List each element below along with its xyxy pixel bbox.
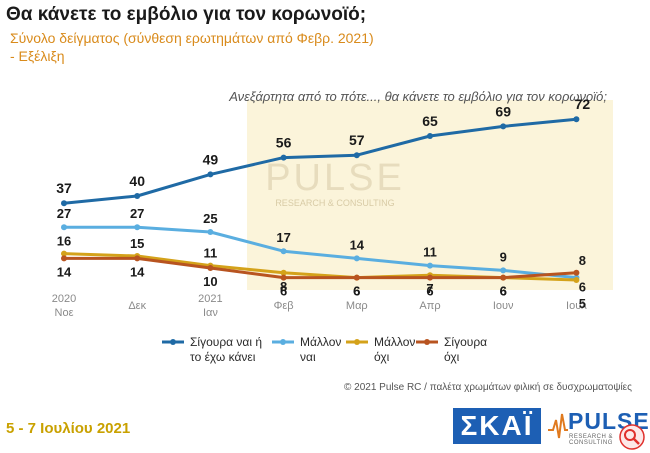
pulse-wave-icon xyxy=(548,413,568,439)
data-point xyxy=(280,248,287,255)
data-point xyxy=(61,224,67,231)
x-tick-label: Μαρ xyxy=(346,300,368,312)
data-point xyxy=(500,274,507,281)
data-label: 11 xyxy=(423,245,437,260)
legend-swatch-marker xyxy=(424,339,430,345)
highlight-period-band xyxy=(247,100,613,290)
data-label: 65 xyxy=(422,113,438,129)
data-label: 5 xyxy=(579,296,586,311)
data-point xyxy=(353,255,360,262)
data-label: 11 xyxy=(204,246,218,261)
data-point xyxy=(280,154,287,161)
data-label: 16 xyxy=(57,234,71,249)
data-label: 10 xyxy=(203,274,217,289)
x-tick-label: Φεβ xyxy=(274,300,294,312)
data-label: 8 xyxy=(579,253,586,268)
data-point xyxy=(500,267,507,274)
data-point xyxy=(134,193,141,199)
x-tick-label: 2020 xyxy=(52,293,76,305)
data-point xyxy=(573,277,580,283)
data-point xyxy=(500,123,507,130)
data-label: 57 xyxy=(349,132,365,148)
data-point xyxy=(573,116,580,123)
data-label: 14 xyxy=(350,237,365,252)
data-label: 6 xyxy=(426,284,433,299)
x-tick-label: Απρ xyxy=(419,300,440,312)
legend-label: Μάλλον xyxy=(374,335,415,349)
chart-annotation: Ανεξάρτητα από το πότε..., θα κάνετε το … xyxy=(228,89,607,104)
data-point xyxy=(61,250,67,257)
data-point xyxy=(427,274,433,281)
data-point xyxy=(427,262,433,269)
data-label: 27 xyxy=(57,206,71,221)
survey-date: 5 - 7 Ιουλίου 2021 xyxy=(6,420,131,437)
data-label: 69 xyxy=(495,103,511,119)
data-label: 6 xyxy=(353,284,360,299)
pulse-logo-tagline: RESEARCH & CONSULTING xyxy=(569,434,614,446)
legend-swatch-marker xyxy=(354,339,360,345)
legend-label: το έχω κάνει xyxy=(190,350,256,364)
legend-label: ναι xyxy=(300,350,316,364)
data-label: 25 xyxy=(203,211,217,226)
data-label: 6 xyxy=(280,284,287,299)
series-line-2 xyxy=(64,225,577,280)
data-label: 27 xyxy=(130,206,144,221)
x-tick-label: Δεκ xyxy=(128,300,146,312)
data-point xyxy=(61,200,67,207)
x-tick-label: Ιουλ xyxy=(566,300,587,312)
watermark-word: PULSE xyxy=(265,157,405,199)
watermark-tagline: RESEARCH & CONSULTING xyxy=(275,198,394,208)
data-point xyxy=(207,171,214,178)
data-label: 7 xyxy=(426,281,433,296)
data-point xyxy=(353,274,360,281)
legend-label: όχι xyxy=(444,350,460,364)
data-label: 14 xyxy=(130,264,145,279)
x-tick-label: Ιουν xyxy=(493,300,514,312)
data-label: 40 xyxy=(129,173,145,189)
data-point xyxy=(353,152,360,159)
chart-subtitle: Σύνολο δείγματος (σύνθεση ερωτημάτων από… xyxy=(10,30,374,46)
legend-label: Μάλλον xyxy=(300,335,341,349)
data-label: 72 xyxy=(575,96,591,112)
legend-label: Σίγουρα ναι ή xyxy=(190,335,262,349)
x-tick-label: 2021 xyxy=(198,293,222,305)
data-point xyxy=(427,133,433,139)
series-line-1 xyxy=(63,117,577,205)
x-tick-label: Ιαν xyxy=(203,307,218,319)
legend-swatch-marker xyxy=(280,339,286,345)
data-point xyxy=(134,224,141,231)
data-label: 49 xyxy=(203,151,219,167)
data-label: 6 xyxy=(353,284,360,299)
data-point xyxy=(280,274,287,281)
data-point xyxy=(134,255,141,262)
data-label: 9 xyxy=(500,249,507,264)
credit-text: © 2021 Pulse RC / παλέτα χρωμάτων φιλική… xyxy=(344,382,632,393)
data-point xyxy=(207,265,214,271)
x-tick-label: Νοε xyxy=(55,307,74,319)
data-label: 6 xyxy=(500,284,507,299)
data-point xyxy=(61,255,67,262)
data-point xyxy=(573,269,580,276)
data-point xyxy=(280,269,287,276)
skai-logo: ΣΚΑΪ xyxy=(453,408,541,444)
series-line-4 xyxy=(64,256,577,280)
legend-label: Σίγουρα xyxy=(444,335,487,349)
data-label: 8 xyxy=(280,279,287,294)
data-label: 56 xyxy=(276,135,292,151)
magnifier-gear-icon xyxy=(619,424,645,450)
data-label: 14 xyxy=(57,264,72,279)
data-label: 37 xyxy=(56,180,72,196)
data-label: 15 xyxy=(130,236,144,251)
data-label: 17 xyxy=(276,230,290,245)
legend-label: όχι xyxy=(374,350,390,364)
data-point xyxy=(207,229,214,235)
chart-title: Θα κάνετε το εμβόλιο για τον κορωνοϊό; xyxy=(6,4,367,25)
legend-swatch-marker xyxy=(170,339,176,345)
data-label: 6 xyxy=(579,280,586,295)
data-label: 6 xyxy=(500,284,507,299)
chart-subtitle-evolution: - Εξέλιξη xyxy=(10,48,65,64)
